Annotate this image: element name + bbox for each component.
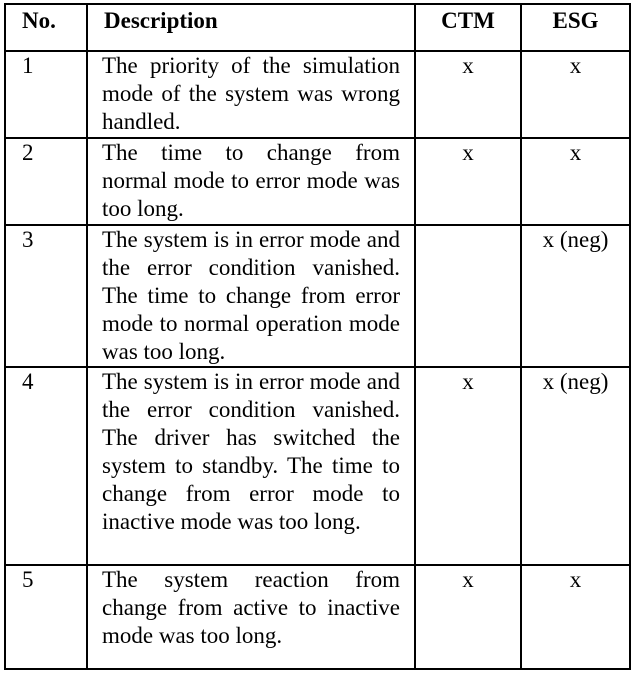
comparison-table: No. Description CTM ESG 1 The priority o… [4, 3, 631, 670]
row-description: The system reaction from change from act… [86, 564, 416, 670]
row-number: 1 [4, 50, 88, 139]
table-row: 2 The time to change from normal mode to… [4, 137, 631, 226]
row-ctm: x [414, 137, 522, 226]
table-row: 3 The system is in error mode and the er… [4, 224, 631, 368]
row-ctm [414, 224, 522, 368]
header-ctm: CTM [414, 3, 522, 52]
row-description: The system is in error mode and the erro… [86, 224, 416, 368]
header-description: Description [86, 3, 416, 52]
row-number: 5 [4, 564, 88, 670]
row-number: 3 [4, 224, 88, 368]
row-description: The priority of the simulation mode of t… [86, 50, 416, 139]
row-ctm: x [414, 50, 522, 139]
row-description: The time to change from normal mode to e… [86, 137, 416, 226]
row-number: 2 [4, 137, 88, 226]
row-esg: x [520, 50, 631, 139]
row-esg: x (neg) [520, 366, 631, 566]
row-ctm: x [414, 564, 522, 670]
header-no: No. [4, 3, 88, 52]
header-row: No. Description CTM ESG [4, 3, 631, 52]
table-row: 5 The system reaction from change from a… [4, 564, 631, 670]
row-esg: x [520, 564, 631, 670]
row-description: The system is in error mode and the erro… [86, 366, 416, 566]
row-number: 4 [4, 366, 88, 566]
row-ctm: x [414, 366, 522, 566]
table-row: 1 The priority of the simulation mode of… [4, 50, 631, 139]
row-esg: x (neg) [520, 224, 631, 368]
row-esg: x [520, 137, 631, 226]
table-row: 4 The system is in error mode and the er… [4, 366, 631, 566]
header-esg: ESG [520, 3, 631, 52]
